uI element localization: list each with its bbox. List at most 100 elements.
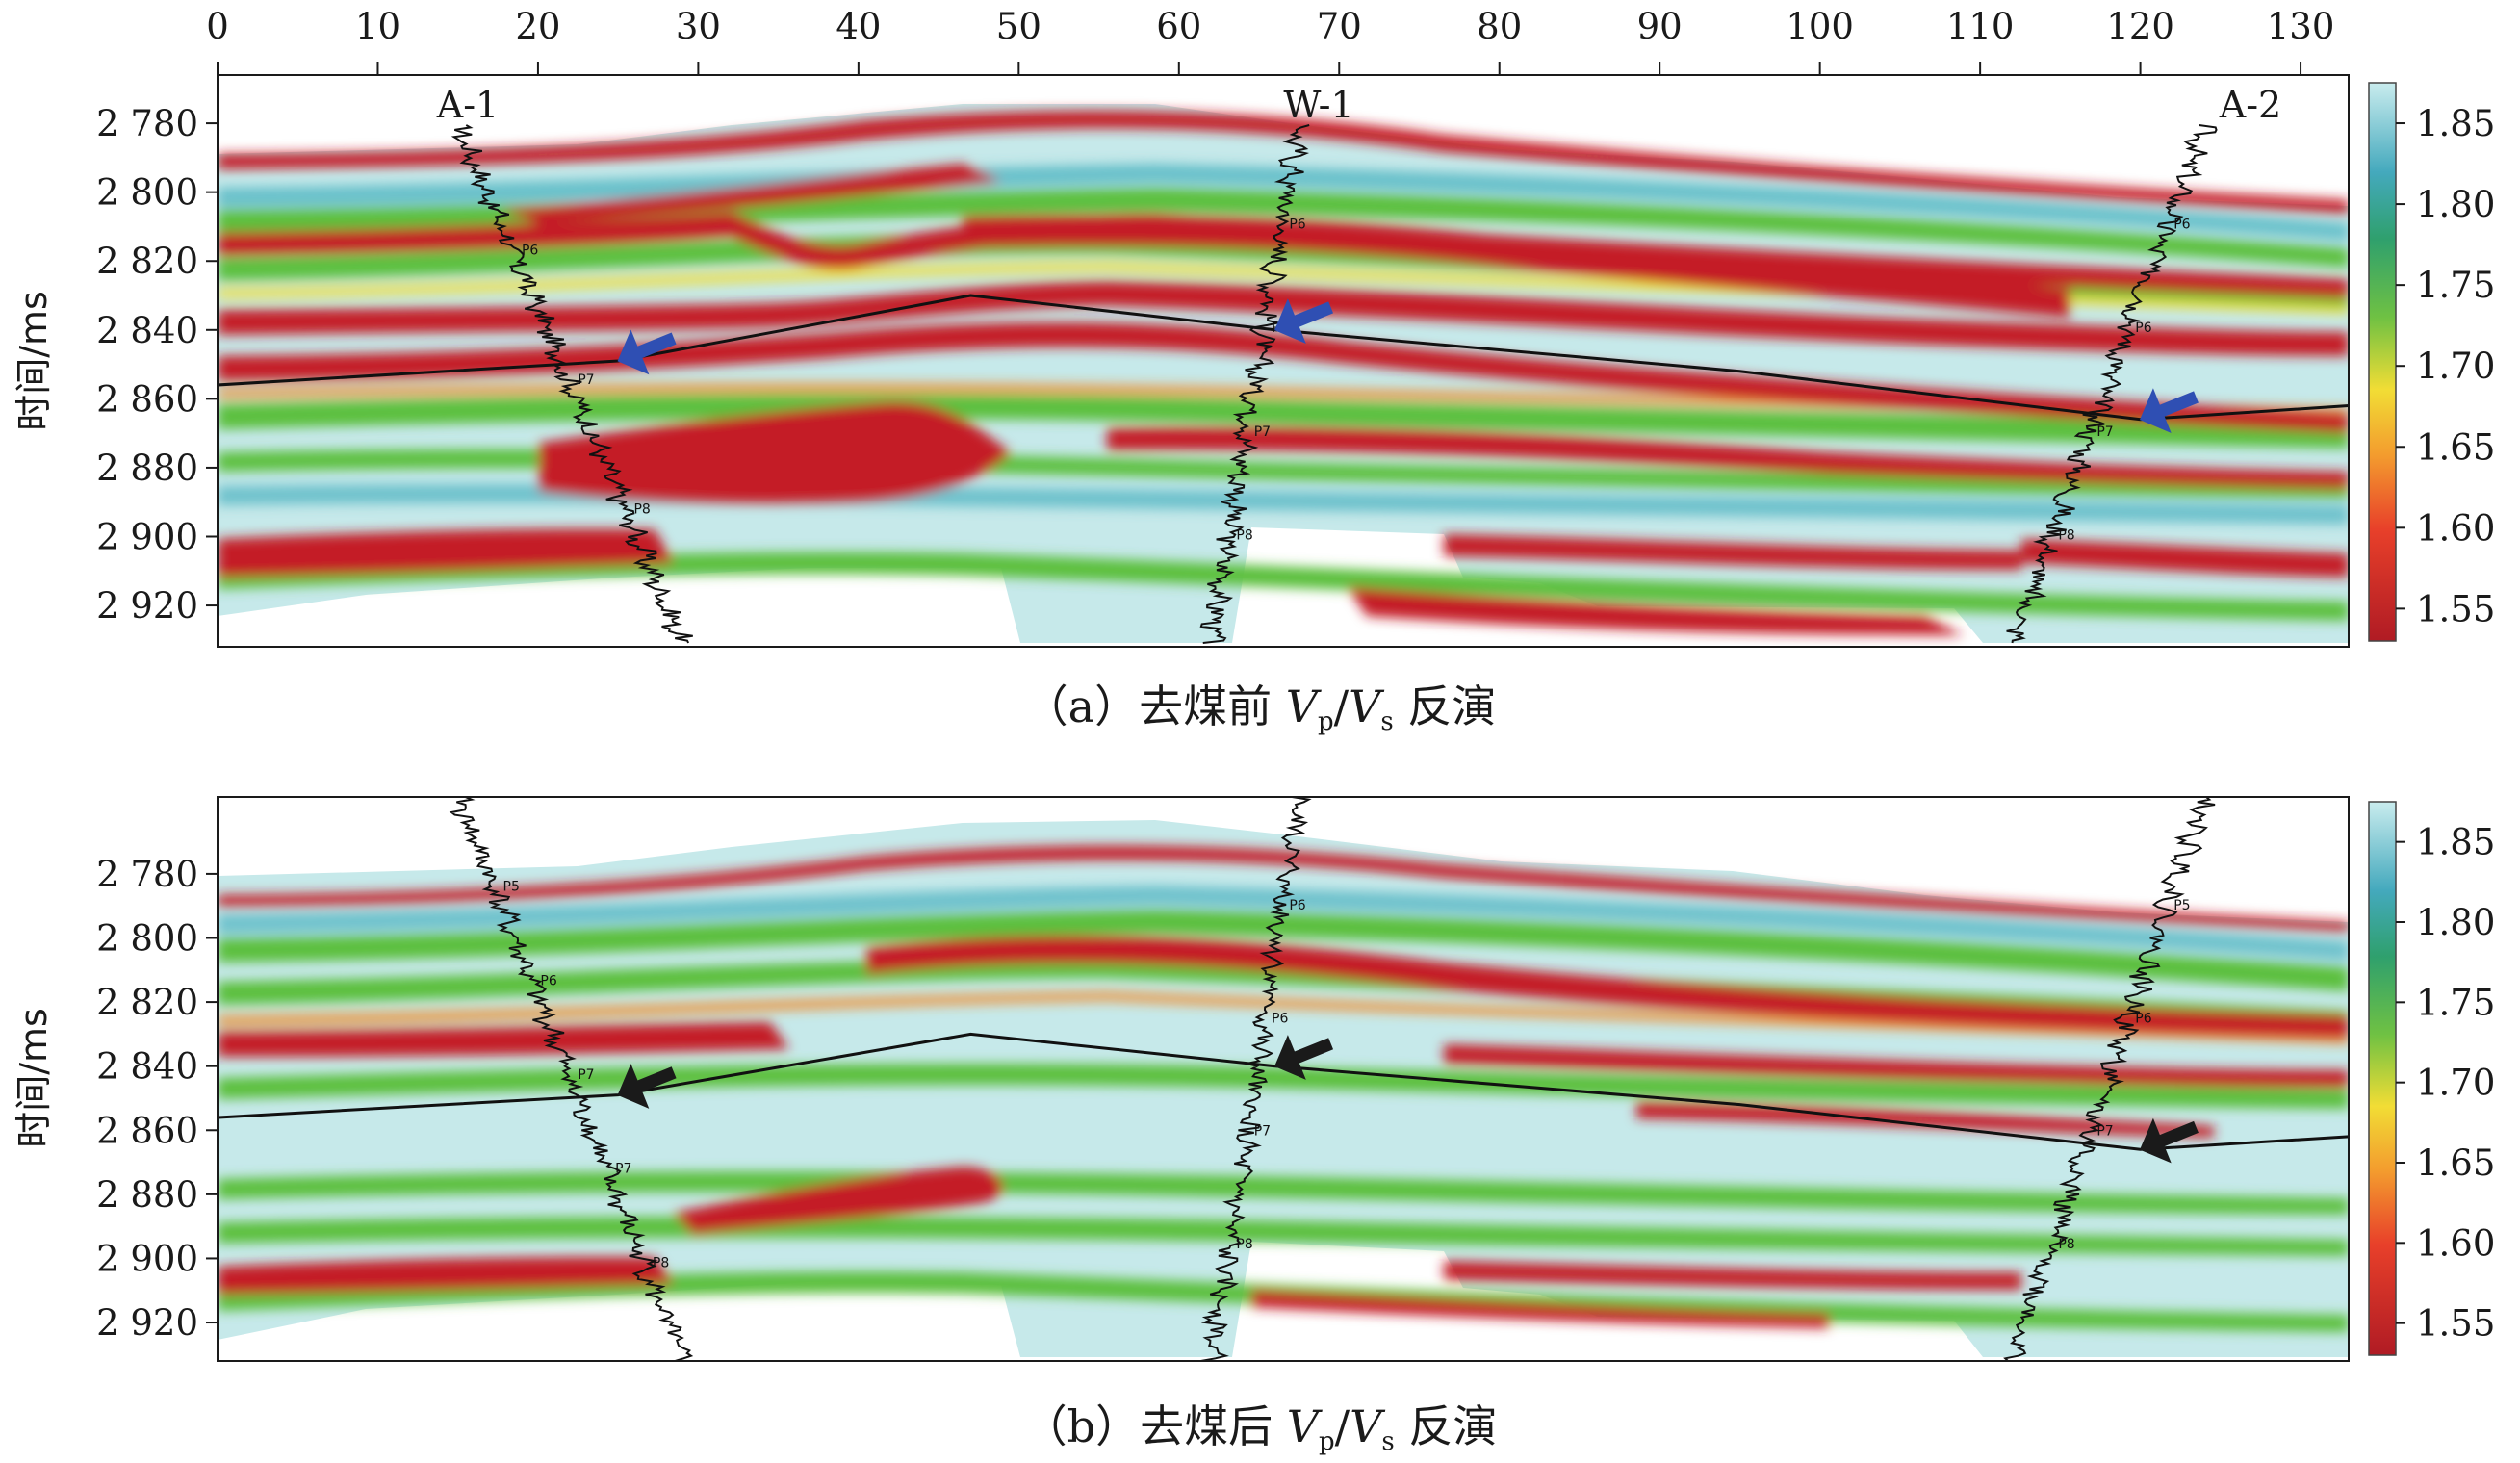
band-red-6 <box>674 1167 1003 1234</box>
caption-vp-sub: p <box>1319 1427 1335 1456</box>
colorbar-b: 1.85 1.80 1.75 1.70 1.65 1.60 1.55 <box>2368 801 2495 1356</box>
colorbar-tick-label: 1.55 <box>2416 588 2495 629</box>
panel-a: 0 10 20 30 40 50 60 70 80 90 100 110 120 130 2 780 2 8… <box>13 6 2495 736</box>
y-tick-label: 2 820 <box>96 982 198 1023</box>
band-green-3 <box>218 1064 2349 1109</box>
plot-frame-a <box>217 74 2350 648</box>
band-red-10 <box>1444 534 2021 570</box>
colorbar-tick-label: 1.85 <box>2416 822 2495 863</box>
caption-vp: V <box>1287 1400 1324 1452</box>
band-red-3 <box>218 1022 789 1057</box>
y-axis-label: 时间/ms <box>13 291 55 431</box>
well-log-trace <box>1199 124 1310 644</box>
impedance-bands <box>218 110 2349 635</box>
y-axis-label: 时间/ms <box>13 1008 55 1148</box>
band-red-2 <box>501 164 1001 223</box>
colorbar-tick-label: 1.65 <box>2416 426 2495 468</box>
y-tick-label: 2 920 <box>96 585 198 627</box>
x-axis: 0 10 20 30 40 50 60 70 80 90 100 110 120 130 <box>206 6 2349 76</box>
band-red-1 <box>218 845 2349 932</box>
well-label-w-1: W-1 <box>1283 84 1353 126</box>
well-marker-label: P6 <box>1289 898 1305 913</box>
colorbar-tick-label: 1.75 <box>2416 982 2495 1023</box>
well-marker-label: P7 <box>1254 424 1271 440</box>
band-teal-1 <box>218 886 2349 961</box>
well-marker-label: P5 <box>503 880 520 895</box>
x-tick-label: 0 <box>206 6 229 47</box>
band-red-5 <box>1636 1102 2214 1138</box>
x-tick-label: 70 <box>1317 6 1362 47</box>
band-red-9 <box>218 528 674 578</box>
band-red-8 <box>1107 426 2349 489</box>
well-marker-label: P6 <box>2173 218 2190 233</box>
caption-slash: / <box>1335 1400 1350 1452</box>
y-tick-label: 2 840 <box>96 310 198 351</box>
band-green-2 <box>218 232 2349 310</box>
arrow-marker <box>2139 388 2199 434</box>
colorbar-tick-label: 1.80 <box>2416 902 2495 943</box>
band-red-4 <box>1444 1044 2349 1088</box>
caption-b: （b）去煤后 Vp/Vs 反演 <box>1023 1400 1498 1456</box>
plot-frame-b <box>217 796 2350 1362</box>
well-log-trace <box>449 797 694 1361</box>
well-logs: P6P7P8P6P6P7P8P6P6P7P8 <box>450 124 2218 644</box>
y-tick-label: 2 920 <box>96 1302 198 1344</box>
colorbar-gradient <box>2368 82 2397 642</box>
band-green-5 <box>218 552 2349 621</box>
well-marker-label: P6 <box>1272 1011 1288 1026</box>
colorbar-gradient <box>2368 801 2397 1356</box>
well-label-a-1: A-1 <box>436 84 499 126</box>
well-logs: P5 P6 P7 P7 P8 P6 P6 P7 P8 P5 P6 P7 P8 <box>449 797 2216 1361</box>
x-tick-label: 90 <box>1637 6 1683 47</box>
band-orange-1 <box>218 991 2349 1044</box>
y-tick-label: 2 860 <box>96 1110 198 1151</box>
colorbar-tick-label: 1.60 <box>2416 1222 2495 1264</box>
well-log-trace <box>2003 797 2216 1361</box>
arrow-marker <box>2139 1117 2199 1164</box>
x-tick-label: 80 <box>1477 6 1522 47</box>
caption-a: （a）去煤前 Vp/Vs 反演 <box>1024 680 1497 736</box>
well-marker-label: P6 <box>2135 321 2151 336</box>
arrow-marker <box>617 1064 677 1109</box>
y-tick-label: 2 800 <box>96 172 198 214</box>
arrows-b <box>617 1035 2199 1164</box>
x-tick-label: 120 <box>2106 6 2174 47</box>
x-tick-label: 50 <box>996 6 1041 47</box>
x-tick-label: 10 <box>355 6 400 47</box>
x-tick-label: 20 <box>515 6 560 47</box>
well-marker-label: P7 <box>1254 1124 1271 1140</box>
arrows-a <box>617 298 2199 434</box>
band-green-4 <box>218 1171 2349 1215</box>
well-marker-label: P6 <box>2135 1011 2151 1026</box>
band-green-3 <box>218 394 2349 449</box>
y-tick-label: 2 780 <box>96 103 198 144</box>
colorbar-ticks: 1.85 1.80 1.75 1.70 1.65 1.60 1.55 <box>2396 103 2495 629</box>
well-log-trace <box>1200 797 1312 1361</box>
heatmap-a: P6P7P8P6P6P7P8P6P6P7P8 <box>218 104 2349 644</box>
y-tick-label: 2 900 <box>96 516 198 557</box>
well-marker-label: P5 <box>2173 898 2190 913</box>
colorbar-tick-label: 1.65 <box>2416 1142 2495 1184</box>
caption-vs: V <box>1349 680 1385 732</box>
heatmap-b: P5 P6 P7 P7 P8 P6 P6 P7 P8 P5 P6 P7 P8 <box>218 797 2349 1361</box>
caption-prefix: （b）去煤后 <box>1023 1400 1287 1452</box>
colorbar-tick-label: 1.55 <box>2416 1303 2495 1345</box>
y-tick-label: 2 780 <box>96 854 198 895</box>
well-marker-label: P8 <box>1236 527 1252 543</box>
well-marker-label: P8 <box>633 502 650 518</box>
well-marker-label: P8 <box>653 1255 669 1270</box>
colorbar-tick-label: 1.70 <box>2416 346 2495 387</box>
y-axis-b: 2 780 2 800 2 820 2 840 2 860 2 880 2 900 2 920 <box>96 854 218 1344</box>
band-red-6 <box>218 321 2349 433</box>
colorbar-tick-label: 1.70 <box>2416 1063 2495 1104</box>
band-teal-1 <box>218 164 2349 241</box>
arrow-marker <box>617 329 677 375</box>
x-tick-label: 110 <box>1946 6 2015 47</box>
colorbar-ticks: 1.85 1.80 1.75 1.70 1.65 1.60 1.55 <box>2396 822 2495 1345</box>
band-green-1 <box>218 910 2349 991</box>
well-marker-label: P7 <box>615 1162 631 1177</box>
y-tick-label: 2 800 <box>96 918 198 960</box>
caption-vp: V <box>1286 680 1323 732</box>
band-orange-1 <box>218 382 2349 416</box>
caption-vp-sub: p <box>1318 707 1334 736</box>
